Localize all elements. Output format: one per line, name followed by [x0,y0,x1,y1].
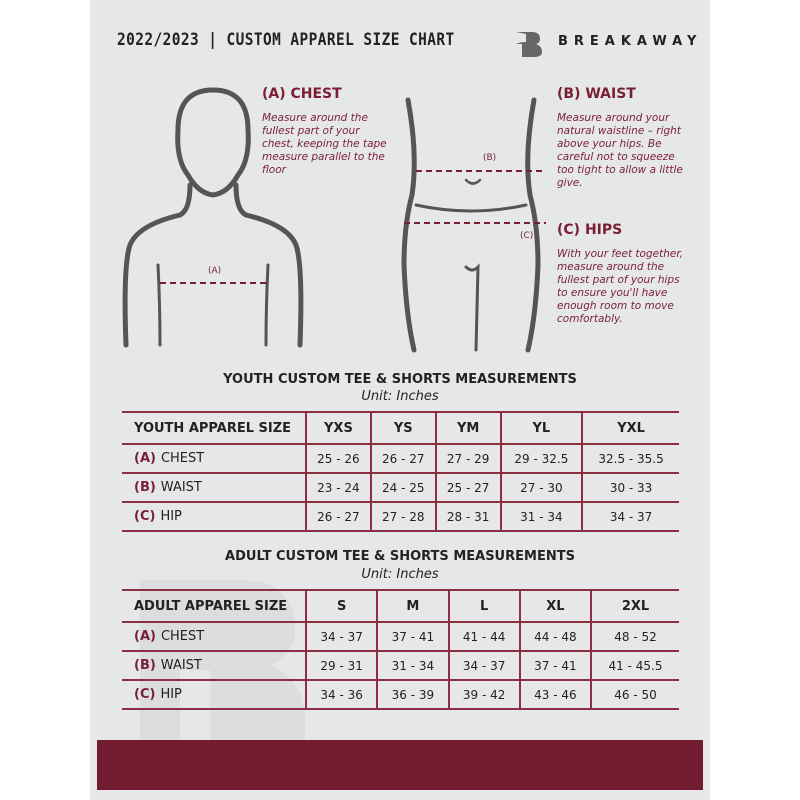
brand-name: BREAKAWAY [558,34,703,49]
cell: 32.5 - 35.5 [581,443,679,474]
waist-marker: (B) [483,153,497,163]
row-label: (B) WAIST [122,472,306,503]
row-label: (A) CHEST [122,443,306,474]
youth-table-title: YOUTH CUSTOM TEE & SHORTS MEASUREMENTS [223,372,577,387]
cell: 26 - 27 [369,443,436,474]
size-header: YXS [305,411,371,445]
footer-bar [97,740,703,790]
size-header: YXL [581,411,679,445]
cell: 29 - 32.5 [499,443,583,474]
row-label: (B) WAIST [122,650,306,681]
youth-unit: Unit: Inches [361,389,439,404]
header-title: 2022/2023 | CUSTOM APPAREL SIZE CHART [117,30,455,50]
cell: 27 - 29 [434,443,501,474]
cell: 41 - 45.5 [590,650,679,681]
cell: 24 - 25 [369,472,436,503]
cell: 34 - 37 [581,501,679,532]
hips-description: With your feet together, measure around … [557,248,684,325]
cell: 48 - 52 [590,621,679,652]
size-header: M [376,589,449,623]
table-row: (B) WAIST 23 - 24 24 - 25 25 - 27 27 - 30… [122,472,679,503]
hips-heading: (C) HIPS [557,222,623,238]
size-header: L [447,589,520,623]
cell: 34 - 37 [447,650,520,681]
size-header: YL [499,411,583,445]
adult-size-table: ADULT APPAREL SIZE S M L XL 2XL (A) CHEST… [122,589,679,710]
cell: 37 - 41 [518,650,591,681]
cell: 31 - 34 [376,650,449,681]
cell: 43 - 46 [518,679,591,710]
chest-heading: (A) CHEST [262,86,342,102]
size-header: 2XL [590,589,679,623]
cell: 34 - 37 [304,621,378,652]
cell: 27 - 30 [499,472,583,503]
row-label: (C) HIP [122,501,306,532]
chest-figure-illustration [122,87,304,348]
table-row: (C) HIP 34 - 36 36 - 39 39 - 42 43 - 46 4… [122,679,679,710]
cell: 37 - 41 [376,621,449,652]
cell: 30 - 33 [581,472,679,503]
chest-marker: (A) [208,266,222,276]
row-label: (A) CHEST [122,621,306,652]
header-label: YOUTH APPAREL SIZE [122,411,306,445]
table-header-row: ADULT APPAREL SIZE S M L XL 2XL [122,589,679,623]
size-header: YM [434,411,501,445]
table-row: (A) CHEST 25 - 26 26 - 27 27 - 29 29 - 32… [122,443,679,474]
size-header: YS [369,411,436,445]
adult-unit: Unit: Inches [361,567,439,582]
row-label: (C) HIP [122,679,306,710]
cell: 25 - 26 [305,443,371,474]
cell: 23 - 24 [305,472,371,503]
youth-size-table: YOUTH APPAREL SIZE YXS YS YM YL YXL (A) C… [122,411,679,532]
cell: 25 - 27 [434,472,501,503]
header-label: ADULT APPAREL SIZE [122,589,306,623]
cell: 39 - 42 [447,679,520,710]
table-row: (A) CHEST 34 - 37 37 - 41 41 - 44 44 - 48… [122,621,679,652]
cell: 41 - 44 [447,621,520,652]
adult-table-title: ADULT CUSTOM TEE & SHORTS MEASUREMENTS [225,549,575,564]
breakaway-logo-icon [516,32,542,57]
cell: 27 - 28 [369,501,436,532]
size-header: S [304,589,378,623]
cell: 31 - 34 [499,501,583,532]
waist-heading: (B) WAIST [557,86,636,102]
chest-description: Measure around the fullest part of your … [262,112,387,176]
size-header: XL [518,589,591,623]
table-row: (C) HIP 26 - 27 27 - 28 28 - 31 31 - 34 3… [122,501,679,532]
cell: 29 - 31 [304,650,378,681]
table-header-row: YOUTH APPAREL SIZE YXS YS YM YL YXL [122,411,679,445]
cell: 34 - 36 [304,679,378,710]
cell: 44 - 48 [518,621,591,652]
waist-hips-figure-illustration [401,97,546,353]
cell: 36 - 39 [376,679,449,710]
waist-description: Measure around your natural waistline – … [557,112,683,189]
table-row: (B) WAIST 29 - 31 31 - 34 34 - 37 37 - 41… [122,650,679,681]
cell: 46 - 50 [590,679,679,710]
cell: 26 - 27 [305,501,371,532]
cell: 28 - 31 [434,501,501,532]
hips-marker: (C) [520,231,534,241]
